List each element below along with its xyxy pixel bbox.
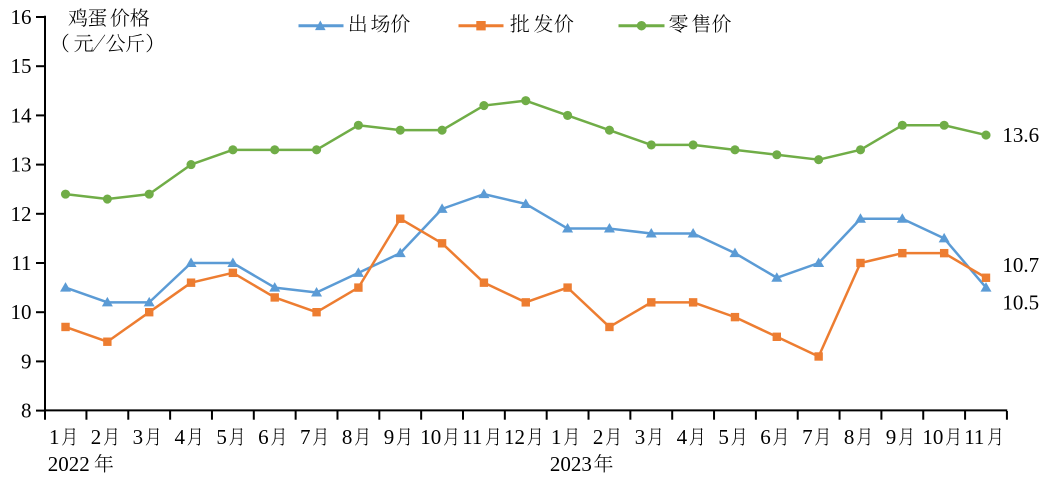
svg-text:10.5: 10.5 [1002,291,1039,315]
svg-text:8: 8 [844,425,855,449]
svg-text:10: 10 [922,425,943,449]
svg-text:14: 14 [11,103,33,127]
svg-text:8: 8 [342,425,353,449]
svg-text:9: 9 [21,349,32,373]
svg-text:15: 15 [11,54,32,78]
svg-text:5: 5 [216,425,227,449]
svg-text:2022: 2022 [48,452,90,476]
svg-text:2023: 2023 [550,452,592,476]
svg-text:2: 2 [91,425,102,449]
svg-text:10: 10 [420,425,441,449]
svg-text:4: 4 [174,425,185,449]
svg-text:9: 9 [384,425,395,449]
svg-text:12: 12 [504,425,525,449]
svg-text:9: 9 [886,425,897,449]
svg-text:11: 11 [462,425,482,449]
svg-text:1: 1 [49,425,60,449]
svg-text:3: 3 [133,425,144,449]
svg-text:12: 12 [11,202,32,226]
svg-text:8: 8 [21,399,32,423]
svg-text:7: 7 [300,425,311,449]
svg-text:5: 5 [718,425,729,449]
svg-text:4: 4 [677,425,688,449]
svg-text:6: 6 [258,425,269,449]
svg-text:10: 10 [11,300,32,324]
svg-text:13.6: 13.6 [1002,123,1039,147]
svg-text:3: 3 [635,425,646,449]
svg-text:10.7: 10.7 [1002,253,1039,277]
svg-text:13: 13 [11,153,32,177]
svg-text:6: 6 [760,425,771,449]
svg-text:11: 11 [964,425,984,449]
svg-text:11: 11 [11,251,31,275]
svg-text:1: 1 [551,425,562,449]
svg-text:16: 16 [11,5,32,29]
svg-text:2: 2 [593,425,604,449]
svg-text:7: 7 [802,425,813,449]
